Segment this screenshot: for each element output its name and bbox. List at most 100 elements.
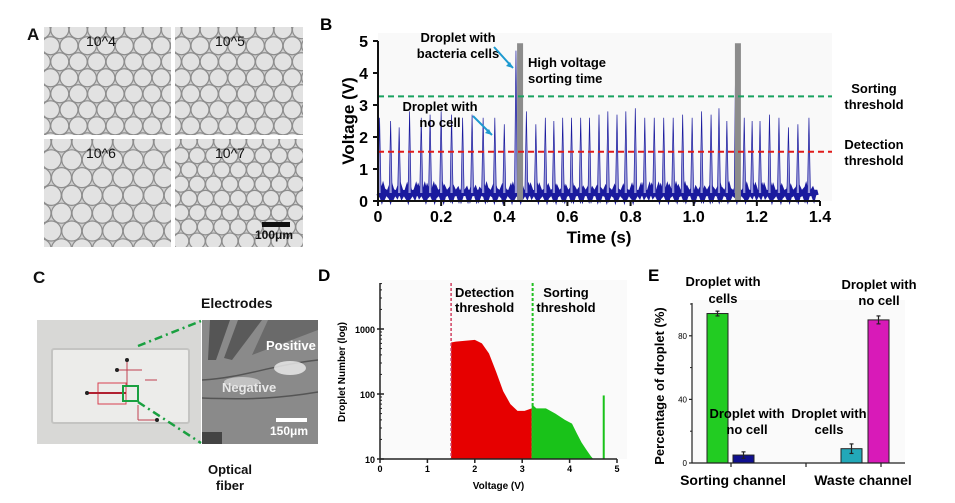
signal-peak [633, 108, 638, 194]
droplet [71, 238, 93, 247]
signal-peak [642, 117, 647, 194]
panel-c-label: C [33, 268, 46, 287]
electrode-micrograph: Positive Negative 150μm [202, 320, 318, 444]
signal-peak [605, 111, 610, 194]
droplet-pattern [44, 139, 171, 247]
droplet [160, 27, 171, 40]
droplet-pattern [175, 27, 303, 135]
x-tick-label: 1.2 [746, 209, 768, 226]
signal-peak [524, 111, 529, 194]
y-axis-title: Percentage of droplet (%) [652, 307, 667, 464]
droplet [248, 132, 263, 135]
micrograph-4: 10^7 100μm [175, 139, 303, 247]
y-tick-label: 0 [359, 194, 368, 211]
dilution-label: 10^5 [215, 33, 245, 49]
y-tick-label: 10 [365, 455, 375, 465]
droplet [160, 116, 171, 135]
annotation-sorting-1: Sorting [543, 285, 589, 300]
droplet [295, 139, 303, 150]
signal-peak [419, 117, 424, 194]
annotation-sorting-2: threshold [536, 300, 595, 315]
signal-peak [717, 108, 721, 194]
droplet [230, 132, 244, 135]
arrow-head [506, 62, 513, 68]
droplet [163, 185, 171, 206]
droplet [62, 132, 76, 135]
droplet [291, 116, 303, 135]
signal-peak [661, 117, 666, 194]
micrograph-3: 10^6 [44, 139, 171, 247]
annotation-sorting-2: threshold [844, 97, 903, 112]
signal-peak [652, 117, 657, 194]
signal-peak [777, 117, 781, 194]
histogram-green-region [531, 404, 594, 459]
y-tick-label: 5 [359, 34, 368, 51]
x-tick-label: 0 [377, 464, 382, 474]
signal-peak [552, 120, 556, 194]
x-axis-title: Voltage (V) [473, 481, 524, 492]
signal-peak [615, 114, 619, 194]
optical-fiber-label: Optical fiber [204, 462, 256, 494]
y-tick-label: 3 [359, 98, 368, 115]
zoom-region-box [122, 385, 139, 402]
droplet [153, 202, 171, 224]
micrograph-1: 10^4 [44, 27, 171, 135]
bar-label-2: no cell [726, 422, 767, 437]
annotation-high-voltage-1: High voltage [528, 55, 606, 70]
signal-peak [514, 50, 518, 194]
dilution-label: 10^6 [86, 145, 116, 161]
bar-label-1: Droplet with [709, 406, 784, 421]
scale-bar-150-label: 150μm [270, 424, 309, 438]
chip-photo [37, 320, 201, 444]
y-tick-label: 80 [678, 332, 687, 341]
signal-peak [460, 117, 465, 194]
scale-bar-100-label: 100μm [255, 228, 294, 242]
micrograph-2: 10^5 [175, 27, 303, 135]
signal-peak [470, 114, 474, 194]
signal-peak [807, 117, 811, 194]
droplet [51, 238, 72, 247]
droplet [295, 161, 303, 179]
droplet [117, 132, 132, 135]
chip-channels [85, 358, 159, 422]
y-tick-label: 100 [360, 390, 375, 400]
x-tick-label: 0.2 [430, 209, 452, 226]
annotation-detection-2: threshold [455, 300, 514, 315]
signal-peak [397, 127, 402, 194]
droplet [160, 84, 171, 104]
droplet [163, 149, 171, 170]
droplet [287, 232, 303, 247]
scale-bar-100 [262, 222, 290, 227]
signal-peak [534, 124, 538, 194]
droplet [175, 132, 189, 135]
x-tick-label: 0.6 [556, 209, 578, 226]
droplet [301, 71, 303, 84]
droplet [92, 238, 113, 247]
signal-peak [767, 114, 772, 194]
droplet [211, 132, 226, 135]
y-tick-label: 0 [683, 459, 688, 468]
fiber-text: fiber [215, 478, 245, 493]
droplet [153, 167, 171, 189]
signal-peak [449, 114, 454, 194]
signal-peak [543, 117, 548, 194]
x-tick-label: 2 [472, 464, 477, 474]
panel-a-label: A [27, 25, 40, 44]
droplet [267, 132, 281, 135]
negative-label: Negative [222, 380, 277, 395]
signal-peak [560, 117, 565, 194]
droplet-pattern [44, 27, 171, 135]
signal-peak [428, 114, 432, 194]
bar [706, 313, 729, 464]
droplet [301, 39, 303, 52]
droplet [287, 147, 303, 165]
x-tick-label: 4 [567, 464, 572, 474]
chip-slide [51, 348, 190, 424]
sorting-time-bar [517, 43, 524, 201]
signal-peak [680, 114, 685, 194]
annotation-bacteria-2: bacteria cells [417, 46, 499, 61]
signal-peak [796, 124, 800, 194]
